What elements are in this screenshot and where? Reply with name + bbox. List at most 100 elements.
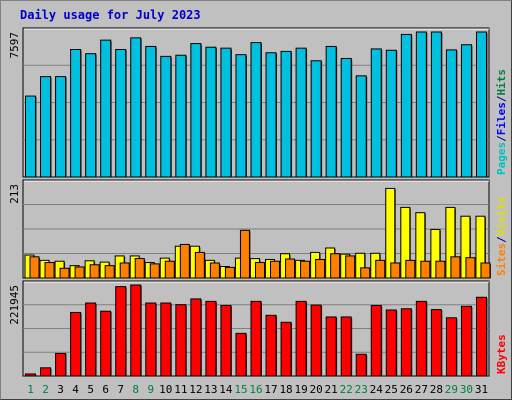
bar-sites-day-30 (465, 257, 476, 279)
bar-hits-day-14 (220, 47, 232, 178)
bar-kbytes-day-25 (385, 309, 397, 377)
panel-2-legend: KBytes (495, 334, 508, 374)
bar-sites-day-18 (285, 258, 296, 279)
bar-kbytes-day-23 (355, 353, 367, 377)
bar-sites-day-5 (89, 264, 100, 279)
panel-2-max-label: 221945 (8, 285, 21, 325)
bar-kbytes-day-10 (160, 302, 172, 377)
bar-hits-day-29 (445, 49, 457, 178)
bar-kbytes-day-30 (460, 305, 472, 377)
bar-sites-day-8 (134, 258, 145, 279)
legend-item: / (495, 135, 508, 142)
bar-hits-day-26 (400, 33, 412, 178)
bar-kbytes-day-28 (430, 309, 442, 377)
bar-kbytes-day-19 (295, 300, 307, 377)
day-label-10: 10 (159, 383, 172, 396)
bar-kbytes-day-12 (190, 298, 202, 377)
bar-kbytes-day-29 (445, 317, 457, 377)
day-label-17: 17 (264, 383, 277, 396)
day-label-11: 11 (174, 383, 187, 396)
bar-hits-day-28 (430, 31, 442, 178)
chart-title: Daily usage for July 2023 (20, 8, 201, 22)
bar-kbytes-day-18 (280, 321, 292, 377)
day-label-12: 12 (189, 383, 202, 396)
bar-kbytes-day-13 (205, 300, 217, 377)
bar-hits-day-31 (475, 31, 487, 178)
day-label-1: 1 (27, 383, 34, 396)
day-label-31: 31 (475, 383, 488, 396)
day-label-2: 2 (42, 383, 49, 396)
bar-hits-day-8 (130, 37, 142, 178)
panel-1-max-label: 213 (8, 184, 21, 204)
bar-sites-day-21 (330, 253, 341, 279)
bar-kbytes-day-6 (100, 310, 112, 377)
bar-hits-day-15 (235, 54, 247, 178)
bar-sites-day-13 (209, 262, 220, 279)
day-label-9: 9 (147, 383, 154, 396)
day-label-16: 16 (249, 383, 262, 396)
bar-sites-day-31 (480, 262, 491, 279)
bar-kbytes-day-24 (370, 304, 382, 377)
legend-item: Pages (495, 142, 508, 175)
legend-item: / (495, 95, 508, 102)
bar-hits-day-12 (190, 43, 202, 178)
bar-hits-day-3 (55, 76, 67, 178)
bar-sites-day-26 (405, 259, 416, 279)
legend-item: Sites (495, 243, 508, 276)
bar-sites-day-9 (149, 263, 160, 279)
bar-kbytes-day-16 (250, 300, 262, 377)
legend-item: Hits (495, 69, 508, 96)
legend-item: KBytes (495, 334, 508, 374)
bar-hits-day-10 (160, 55, 172, 178)
day-label-26: 26 (400, 383, 413, 396)
bar-hits-day-7 (115, 49, 127, 178)
bar-sites-day-19 (300, 260, 311, 279)
panel-1-legend: Sites/Visits (495, 197, 508, 277)
bar-kbytes-day-11 (175, 304, 187, 377)
bar-sites-day-29 (450, 256, 461, 279)
bar-hits-day-27 (415, 31, 427, 178)
bar-kbytes-day-8 (130, 284, 142, 377)
day-label-4: 4 (72, 383, 79, 396)
bar-hits-day-9 (145, 45, 157, 178)
day-label-23: 23 (355, 383, 368, 396)
bar-hits-day-25 (385, 49, 397, 178)
bar-sites-day-14 (224, 266, 235, 279)
bar-hits-day-13 (205, 46, 217, 178)
day-label-28: 28 (430, 383, 443, 396)
bar-sites-day-22 (345, 255, 356, 279)
day-label-21: 21 (325, 383, 338, 396)
bar-sites-day-17 (270, 260, 281, 279)
legend-item: / (495, 236, 508, 243)
day-label-15: 15 (234, 383, 247, 396)
bar-sites-day-4 (74, 266, 85, 279)
bar-hits-day-2 (40, 76, 52, 178)
bar-hits-day-16 (250, 42, 262, 178)
bar-sites-day-3 (59, 267, 70, 279)
bar-sites-day-28 (435, 260, 446, 279)
bar-hits-day-1 (25, 95, 37, 178)
bar-sites-day-20 (315, 258, 326, 279)
bar-hits-day-4 (70, 49, 82, 178)
day-label-18: 18 (279, 383, 292, 396)
bar-sites-day-23 (360, 267, 371, 279)
bar-hits-day-20 (310, 60, 322, 178)
bar-kbytes-day-5 (85, 302, 97, 377)
bar-sites-day-25 (390, 262, 401, 279)
bar-sites-day-10 (164, 260, 175, 279)
bar-kbytes-day-21 (325, 316, 337, 377)
bar-kbytes-day-4 (70, 311, 82, 377)
legend-item: Visits (495, 197, 508, 237)
bar-hits-day-21 (325, 45, 337, 178)
bar-sites-day-27 (420, 260, 431, 279)
bar-hits-day-19 (295, 47, 307, 178)
bar-hits-day-5 (85, 53, 97, 178)
bar-sites-day-15 (239, 229, 250, 279)
bar-kbytes-day-27 (415, 300, 427, 377)
bar-hits-day-17 (265, 52, 277, 178)
panel-0-legend: Pages/Files/Hits (495, 69, 508, 175)
day-label-6: 6 (102, 383, 109, 396)
day-label-19: 19 (294, 383, 307, 396)
bar-hits-day-6 (100, 39, 112, 178)
bar-kbytes-day-1 (25, 373, 37, 377)
